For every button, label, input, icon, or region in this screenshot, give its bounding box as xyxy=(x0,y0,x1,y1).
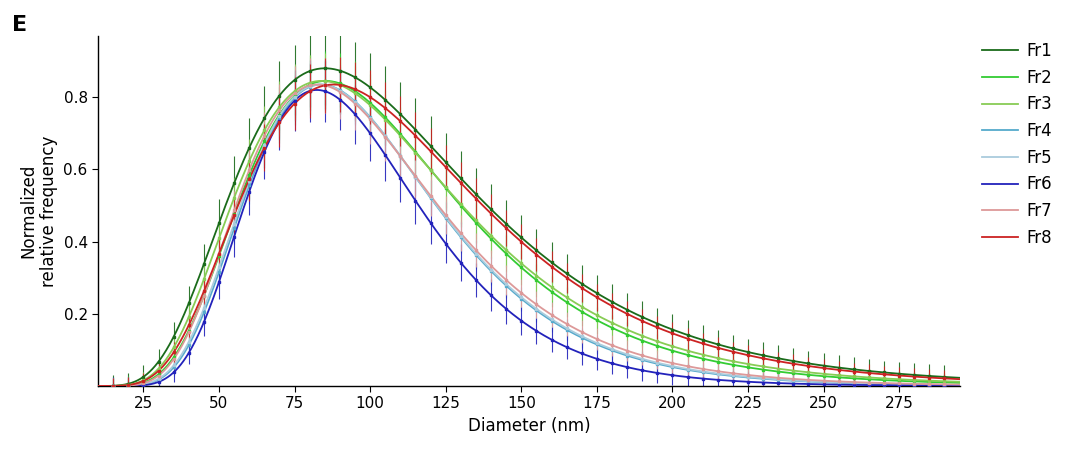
Fr2 xyxy=(91,383,104,389)
Fr5 xyxy=(91,383,104,389)
Fr6 xyxy=(953,383,966,388)
Fr1 xyxy=(764,354,777,360)
Fr6 xyxy=(311,87,324,93)
Fr8 xyxy=(684,337,697,342)
Fr8 xyxy=(764,357,777,363)
Fr4 xyxy=(441,217,453,223)
Fr7 xyxy=(91,383,104,389)
Fr6 xyxy=(764,380,777,386)
Fr4 xyxy=(472,255,485,260)
Fr3 xyxy=(180,320,193,326)
Fr7 xyxy=(684,364,697,369)
Fr2 xyxy=(472,223,485,228)
Fr7 xyxy=(180,335,193,341)
Fr6 xyxy=(91,383,104,389)
Fr3 xyxy=(472,220,485,225)
Fr5 xyxy=(953,382,966,388)
Line: Fr3: Fr3 xyxy=(98,81,959,386)
Fr5 xyxy=(313,82,326,87)
Fr3 xyxy=(684,349,697,354)
X-axis label: Diameter (nm): Diameter (nm) xyxy=(467,417,591,435)
Fr1 xyxy=(441,161,453,166)
Fr6 xyxy=(779,381,792,386)
Legend: Fr1, Fr2, Fr3, Fr4, Fr5, Fr6, Fr7, Fr8: Fr1, Fr2, Fr3, Fr4, Fr5, Fr6, Fr7, Fr8 xyxy=(977,37,1057,252)
Fr4 xyxy=(953,382,966,388)
Fr4 xyxy=(764,377,777,382)
Line: Fr8: Fr8 xyxy=(98,85,959,386)
Fr2 xyxy=(779,370,792,375)
Fr4 xyxy=(91,383,104,389)
Fr7 xyxy=(764,374,777,380)
Fr8 xyxy=(953,377,966,382)
Line: Fr6: Fr6 xyxy=(98,90,959,386)
Fr2 xyxy=(953,380,966,386)
Y-axis label: Normalized
relative frequency: Normalized relative frequency xyxy=(19,135,58,287)
Fr8 xyxy=(472,198,485,204)
Fr1 xyxy=(472,194,485,199)
Fr6 xyxy=(472,280,485,285)
Line: Fr2: Fr2 xyxy=(98,81,959,386)
Fr8 xyxy=(779,360,792,365)
Fr7 xyxy=(472,250,485,256)
Fr4 xyxy=(180,347,193,352)
Fr3 xyxy=(91,383,104,389)
Fr1 xyxy=(779,357,792,363)
Fr6 xyxy=(684,375,697,380)
Fr1 xyxy=(318,66,331,71)
Fr5 xyxy=(684,367,697,372)
Fr5 xyxy=(180,344,193,350)
Fr5 xyxy=(441,216,453,222)
Fr6 xyxy=(180,355,193,360)
Fr8 xyxy=(327,82,340,87)
Fr7 xyxy=(441,214,453,220)
Fr2 xyxy=(319,78,332,84)
Fr8 xyxy=(180,328,193,333)
Text: E: E xyxy=(12,15,27,35)
Line: Fr7: Fr7 xyxy=(98,85,959,386)
Fr3 xyxy=(315,78,328,84)
Fr5 xyxy=(779,377,792,382)
Fr8 xyxy=(441,166,453,171)
Fr2 xyxy=(441,187,453,193)
Fr4 xyxy=(779,378,792,383)
Fr4 xyxy=(315,82,328,87)
Fr5 xyxy=(764,376,777,382)
Fr3 xyxy=(953,379,966,384)
Fr7 xyxy=(311,82,324,87)
Fr3 xyxy=(764,365,777,370)
Line: Fr4: Fr4 xyxy=(98,85,959,386)
Fr2 xyxy=(684,353,697,358)
Fr1 xyxy=(180,307,193,312)
Fr4 xyxy=(684,368,697,373)
Fr1 xyxy=(91,383,104,389)
Line: Fr5: Fr5 xyxy=(98,85,959,386)
Fr6 xyxy=(441,243,453,248)
Fr3 xyxy=(441,186,453,192)
Line: Fr1: Fr1 xyxy=(98,68,959,386)
Fr1 xyxy=(684,333,697,339)
Fr2 xyxy=(180,333,193,339)
Fr7 xyxy=(953,382,966,387)
Fr8 xyxy=(91,383,104,389)
Fr3 xyxy=(779,367,792,373)
Fr1 xyxy=(953,375,966,381)
Fr5 xyxy=(472,253,485,259)
Fr2 xyxy=(764,368,777,373)
Fr7 xyxy=(779,376,792,381)
